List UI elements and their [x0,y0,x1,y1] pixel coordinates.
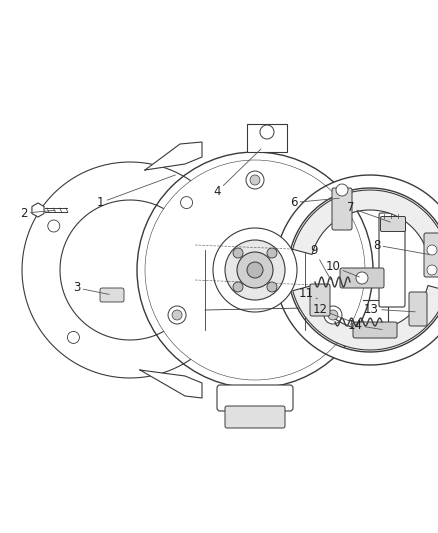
FancyBboxPatch shape [381,216,406,231]
Text: 14: 14 [347,319,382,332]
Text: 10: 10 [325,260,360,277]
FancyBboxPatch shape [409,292,427,326]
Circle shape [427,245,437,255]
Text: 13: 13 [364,303,415,316]
Circle shape [213,228,297,312]
Circle shape [48,220,60,232]
Circle shape [250,175,260,185]
Circle shape [356,272,368,284]
Polygon shape [293,286,438,350]
Text: 8: 8 [373,239,429,255]
Circle shape [427,265,437,275]
FancyBboxPatch shape [353,322,397,338]
Circle shape [168,306,186,324]
Circle shape [324,306,342,324]
Text: 3: 3 [73,281,109,294]
Circle shape [225,240,285,300]
Circle shape [180,197,193,208]
Circle shape [137,152,373,388]
Text: 9: 9 [311,244,331,280]
Text: 12: 12 [312,303,350,321]
Circle shape [247,262,263,278]
FancyBboxPatch shape [100,288,124,302]
Circle shape [267,248,277,258]
FancyBboxPatch shape [310,284,330,316]
Circle shape [145,160,365,380]
Polygon shape [22,162,223,378]
Circle shape [260,125,274,139]
Circle shape [336,184,348,196]
Polygon shape [140,370,202,398]
Polygon shape [293,190,438,254]
Text: 4: 4 [213,149,261,198]
FancyBboxPatch shape [225,406,285,428]
Circle shape [233,282,243,292]
FancyBboxPatch shape [340,268,384,288]
Text: 1: 1 [97,175,175,209]
FancyBboxPatch shape [247,124,287,152]
FancyBboxPatch shape [424,233,438,277]
Text: 11: 11 [298,287,318,300]
Circle shape [67,332,79,343]
Circle shape [267,282,277,292]
Circle shape [328,310,338,320]
Circle shape [172,310,182,320]
Circle shape [246,171,264,189]
Text: 2: 2 [20,207,55,220]
Polygon shape [145,142,202,170]
Polygon shape [275,175,438,365]
Text: 7: 7 [346,201,390,222]
FancyBboxPatch shape [379,213,405,307]
FancyBboxPatch shape [332,188,352,230]
Circle shape [233,248,243,258]
Circle shape [237,252,273,288]
FancyBboxPatch shape [217,385,293,411]
Text: 6: 6 [290,196,339,209]
